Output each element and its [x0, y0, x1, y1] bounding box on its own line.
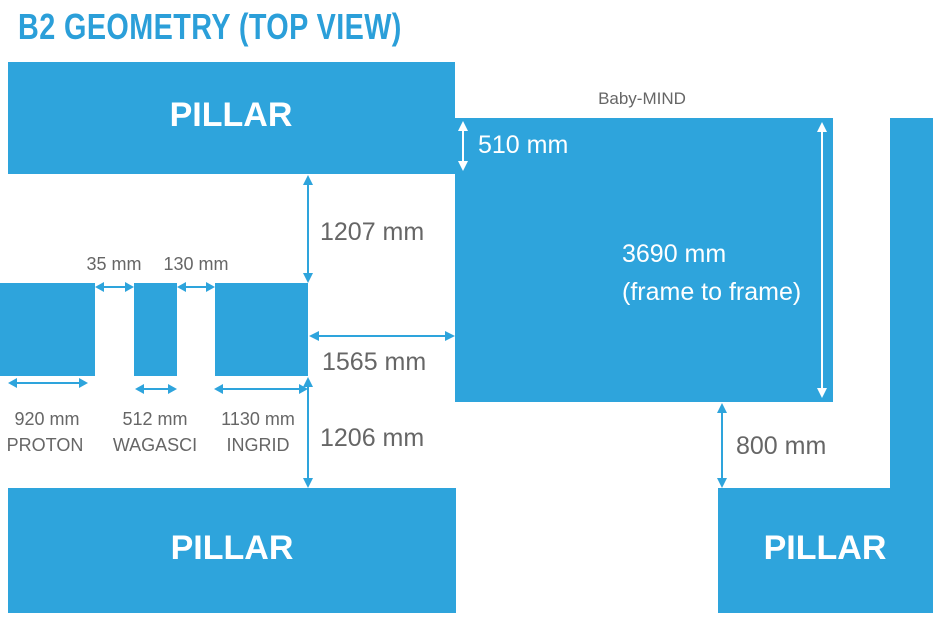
proton-block [0, 283, 95, 376]
dim-920-arrow-left [8, 378, 17, 388]
baby-mind-block [455, 118, 833, 402]
baby-mind-height-label-1: 3690 mm [622, 240, 726, 268]
ingrid-block [215, 283, 308, 376]
dim-512-arrow-right [168, 384, 177, 394]
dim-1206-arrow-top [303, 377, 313, 387]
dim-512-arrow-left [135, 384, 144, 394]
dim-1207-label: 1207 mm [320, 218, 424, 246]
dim-800-arrow-bottom [717, 478, 727, 488]
dim-800-label: 800 mm [736, 432, 826, 460]
dim-1130-arrow-left [214, 384, 223, 394]
dim-3690-arrow-bottom [817, 388, 827, 398]
dim-510-arrow-bottom [458, 161, 468, 171]
pillar-top-left [8, 62, 455, 174]
baby-mind-height-label-2: (frame to frame) [622, 278, 801, 306]
dim-130-label: 130 mm [163, 254, 228, 274]
dim-1565-label: 1565 mm [322, 348, 426, 376]
ingrid-size-label: 1130 mm [221, 409, 295, 429]
dim-1565-arrow-left [309, 331, 319, 341]
dim-1206-label: 1206 mm [320, 424, 424, 452]
proton-name-label: PROTON [7, 435, 84, 455]
dim-35-label: 35 mm [86, 254, 141, 274]
proton-size-label: 920 mm [14, 409, 79, 429]
dim-1207-arrow-top [303, 175, 313, 185]
dim-1130-arrow-right [299, 384, 308, 394]
wagasci-name-label: WAGASCI [113, 435, 197, 455]
baby-mind-name: Baby-MIND [598, 89, 686, 108]
dim-35-arrow-right [125, 282, 134, 292]
baby-mind-depth-label: 510 mm [478, 131, 568, 159]
pillar-label-bottom-left: PILLAR [171, 529, 294, 567]
dim-1207-arrow-bottom [303, 273, 313, 283]
pillar-label-top-left: PILLAR [170, 96, 293, 134]
dim-130-arrow-right [206, 282, 215, 292]
dim-920-arrow-right [79, 378, 88, 388]
dim-800-arrow-top [717, 403, 727, 413]
page-title: B2 GEOMETRY (TOP VIEW) [18, 6, 402, 47]
dim-510-arrow-top [458, 121, 468, 131]
pillar-right [718, 118, 933, 613]
pillar-label-right: PILLAR [764, 529, 887, 567]
dim-3690-arrow-top [817, 122, 827, 132]
pillar-bottom-left [8, 488, 456, 613]
wagasci-size-label: 512 mm [122, 409, 187, 429]
dim-35-arrow-left [95, 282, 104, 292]
dim-1565-arrow-right [445, 331, 455, 341]
ingrid-name-label: INGRID [227, 435, 290, 455]
dim-1206-arrow-bottom [303, 478, 313, 488]
dim-130-arrow-left [177, 282, 186, 292]
wagasci-block [134, 283, 177, 376]
